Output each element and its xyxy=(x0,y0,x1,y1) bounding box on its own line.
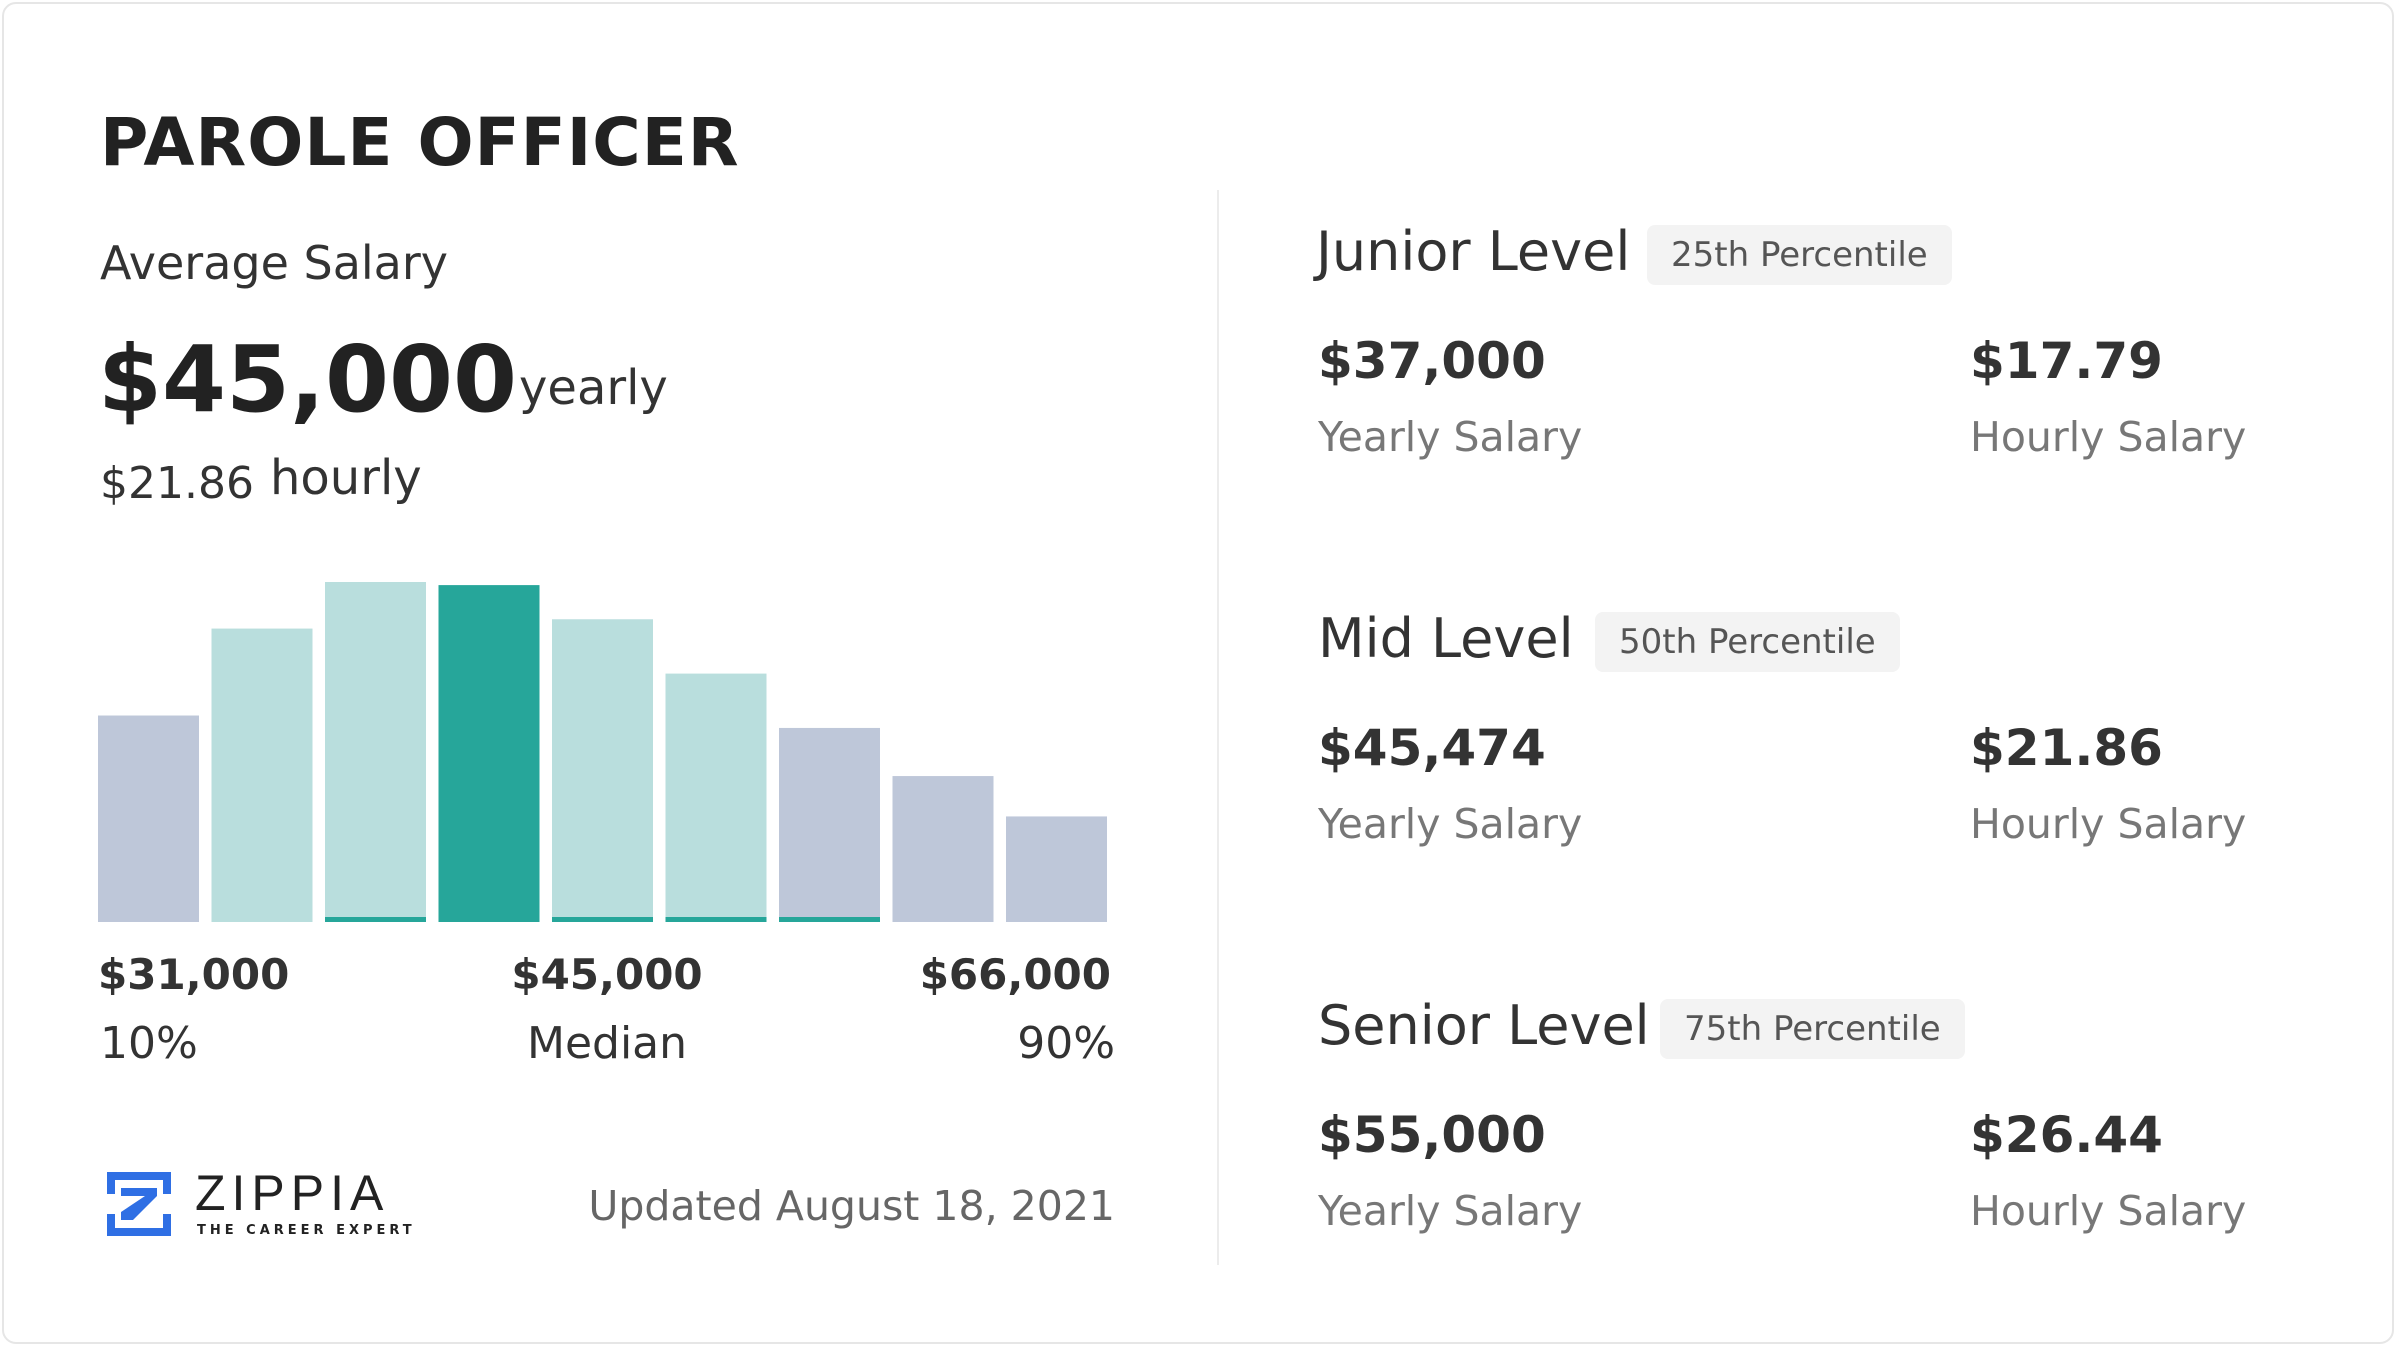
chart-label-median-value: $45,000 xyxy=(511,950,703,999)
chart-label-low-caption: 10% xyxy=(100,1018,198,1069)
yearly-salary-label: Yearly Salary xyxy=(1318,1187,1583,1235)
chart-bar-4 xyxy=(438,585,540,922)
hourly-salary-value: $21.86 xyxy=(1970,719,2163,777)
chart-bar-5 xyxy=(552,619,653,922)
yearly-salary-value: $37,000 xyxy=(1318,332,1546,390)
chart-bar-3 xyxy=(325,582,426,922)
yearly-salary-value: $45,474 xyxy=(1318,719,1546,777)
brand-tagline: THE CAREER EXPERT xyxy=(197,1223,416,1238)
percentile-badge: 75th Percentile xyxy=(1660,999,1965,1059)
chart-bar-1 xyxy=(98,715,199,922)
chart-bar-6 xyxy=(665,673,767,922)
chart-bar-9 xyxy=(1006,816,1107,922)
hourly-salary-label: Hourly Salary xyxy=(1970,413,2247,461)
chart-bar-underline-3 xyxy=(325,917,426,922)
chart-bar-underline-6 xyxy=(665,917,767,922)
average-salary-label: Average Salary xyxy=(100,236,449,290)
hourly-salary-value: $17.79 xyxy=(1970,332,2163,390)
hourly-salary-label: Hourly Salary xyxy=(1970,1187,2247,1235)
yearly-salary-label: Yearly Salary xyxy=(1318,413,1583,461)
yearly-salary-label: Yearly Salary xyxy=(1318,800,1583,848)
salary-distribution-chart xyxy=(98,582,1107,922)
brand-name: ZIPPIA xyxy=(195,1165,390,1221)
chart-label-high-caption: 90% xyxy=(1017,1018,1115,1069)
level-title: Junior Level xyxy=(1316,220,1631,283)
page-title: PAROLE OFFICER xyxy=(100,104,740,181)
column-divider xyxy=(1217,190,1219,1265)
level-title: Mid Level xyxy=(1318,607,1574,670)
chart-bar-underline-7 xyxy=(779,917,880,922)
hourly-unit: hourly xyxy=(270,450,422,506)
average-yearly-salary: $45,000 xyxy=(98,326,518,433)
zippia-z-icon xyxy=(107,1172,171,1236)
yearly-salary-value: $55,000 xyxy=(1318,1106,1546,1164)
percentile-badge: 50th Percentile xyxy=(1595,612,1900,672)
chart-label-high-value: $66,000 xyxy=(919,950,1111,999)
hourly-salary-label: Hourly Salary xyxy=(1970,800,2247,848)
chart-label-median-caption: Median xyxy=(526,1018,688,1069)
chart-bar-underline-5 xyxy=(552,917,653,922)
level-title: Senior Level xyxy=(1318,994,1650,1057)
hourly-salary-value: $26.44 xyxy=(1970,1106,2163,1164)
average-hourly-salary: $21.86 xyxy=(100,458,254,509)
yearly-unit: yearly xyxy=(519,360,668,416)
chart-bar-7 xyxy=(779,727,880,922)
chart-label-low-value: $31,000 xyxy=(98,950,290,999)
chart-bar-2 xyxy=(211,628,313,922)
chart-bar-8 xyxy=(892,776,994,922)
updated-date: Updated August 18, 2021 xyxy=(588,1182,1115,1230)
percentile-badge: 25th Percentile xyxy=(1647,225,1952,285)
